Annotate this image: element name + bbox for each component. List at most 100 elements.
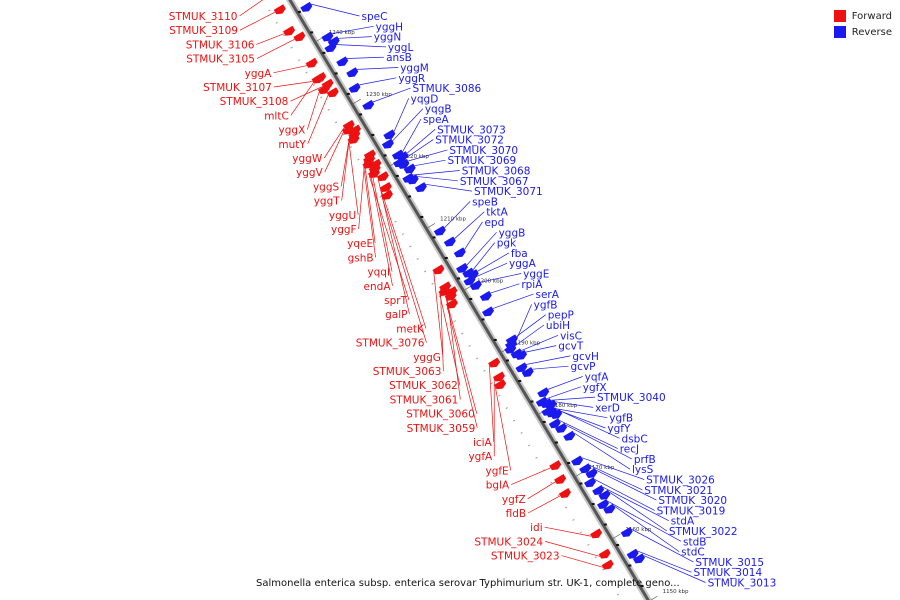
forward-leader-line	[290, 79, 316, 116]
backbone-marker	[297, 10, 301, 13]
reverse-gene-label: lysS	[632, 464, 654, 476]
tick-label: 1170 kbp	[588, 465, 614, 471]
forward-gene-label: yggT	[314, 196, 341, 208]
forward-gene-label: STMUK_3108	[220, 96, 289, 108]
backbone-marker	[628, 564, 632, 567]
reverse-leader-line	[490, 283, 520, 294]
tick-label: 1180 kbp	[551, 403, 577, 409]
reverse-leader-line	[532, 365, 569, 370]
minor-tick	[379, 195, 382, 198]
reverse-gene-arrow	[504, 343, 517, 354]
forward-gene-label: mutY	[278, 139, 306, 151]
reverse-leader-line	[480, 273, 522, 283]
minor-tick	[572, 519, 575, 521]
reverse-gene-arrow	[603, 503, 616, 514]
forward-gene-label: STMUK_3060	[406, 409, 475, 421]
reverse-gene-arrow	[521, 366, 534, 377]
reverse-gene-label: STMUK_3040	[597, 392, 666, 404]
backbone-marker	[493, 338, 497, 341]
reverse-gene-arrow	[469, 280, 482, 290]
reverse-gene-arrow	[414, 182, 427, 193]
reverse-gene-label: xerD	[595, 402, 620, 414]
reverse-leader-line	[492, 293, 534, 309]
reverse-leader-line	[454, 211, 485, 239]
forward-gene-arrow	[380, 189, 393, 200]
forward-gene-label: bglA	[486, 480, 510, 492]
reverse-gene-arrow	[383, 129, 396, 140]
reverse-gene-label: ygfX	[583, 382, 607, 394]
backbone-marker	[469, 297, 473, 300]
reverse-leader-line	[356, 67, 399, 70]
reverse-gene-label: STMUK_3020	[658, 495, 727, 507]
forward-gene-label: iciA	[473, 437, 493, 449]
backbone-marker	[591, 503, 595, 506]
tick-label: 1150 kbp	[663, 589, 689, 595]
reverse-gene-label: ygfY	[607, 423, 631, 435]
reverse-gene-arrow	[348, 82, 361, 93]
forward-leader-line	[348, 141, 359, 215]
reverse-gene-label: yggE	[523, 269, 549, 281]
reverse-gene-arrow	[571, 455, 584, 466]
reverse-leader-line	[466, 232, 497, 266]
forward-gene-arrow	[488, 357, 501, 368]
reverse-gene-label: STMUK_3086	[413, 83, 482, 95]
reverse-leader-line	[552, 407, 608, 419]
forward-leader-line	[511, 467, 551, 485]
minor-tick	[587, 543, 590, 546]
reverse-gene-label: STMUK_3021	[644, 485, 713, 497]
forward-leader-line	[256, 38, 295, 59]
forward-gene-arrow	[293, 31, 306, 42]
backbone-marker	[432, 236, 436, 239]
reverse-gene-arrow	[433, 225, 446, 236]
tick-label: 1240 kbp	[329, 30, 355, 36]
tick-layer: 1240 kbp 1230 kbp 1220 kbp 1210 kbp 1200 kbp…	[268, 9, 689, 600]
backbone-marker	[579, 482, 583, 485]
reverse-leader-line	[393, 98, 409, 132]
forward-gene-arrow	[376, 171, 389, 182]
minor-tick	[275, 21, 278, 24]
reverse-leader-line	[525, 345, 557, 353]
reverse-leader-line	[414, 159, 446, 167]
forward-leader-line	[273, 65, 308, 74]
forward-leader-line	[561, 555, 604, 568]
minor-tick	[542, 469, 545, 472]
reverse-leader-line	[637, 550, 692, 573]
forward-gene-arrow	[590, 528, 603, 539]
reverse-gene-arrow	[482, 306, 495, 317]
feature-layer	[273, 1, 645, 588]
backbone-marker	[371, 133, 375, 136]
tick-mark	[351, 98, 361, 105]
forward-gene-label: gshB	[348, 252, 374, 264]
tick-label: 1160 kbp	[626, 527, 652, 533]
forward-leader-line	[273, 81, 313, 88]
reverse-gene-label: STMUK_3071	[474, 186, 543, 198]
reverse-gene-label: ygfB	[609, 413, 633, 425]
reverse-leader-line	[514, 324, 545, 347]
forward-leader-line	[446, 306, 478, 428]
backbone-marker	[554, 441, 558, 444]
forward-leader-line	[341, 136, 350, 201]
forward-gene-label: yqqI	[367, 267, 390, 279]
reverse-leader-line	[555, 401, 594, 408]
reverse-gene-label: yggN	[374, 32, 401, 44]
forward-gene-label: ygfE	[485, 465, 508, 477]
minor-tick	[349, 146, 353, 149]
forward-leader-line	[239, 0, 264, 17]
forward-gene-arrow	[347, 133, 360, 144]
forward-gene-label: STMUK_3063	[373, 366, 442, 378]
forward-gene-arrow	[283, 25, 296, 36]
forward-gene-label: yggG	[413, 352, 441, 364]
reverse-leader-line	[573, 432, 631, 470]
forward-leader-line	[370, 166, 393, 272]
reverse-leader-line	[472, 242, 496, 270]
forward-leader-line	[440, 289, 444, 372]
forward-leader-line	[380, 189, 427, 329]
reverse-gene-label: yqgB	[425, 104, 452, 116]
forward-gene-label: yggU	[329, 210, 356, 222]
forward-gene-arrow	[444, 290, 457, 301]
minor-tick	[290, 46, 293, 49]
forward-gene-label: STMUK_3062	[389, 380, 458, 392]
reverse-gene-label: yggA	[509, 258, 537, 270]
reverse-gene-label: serA	[535, 289, 559, 301]
minor-tick	[490, 382, 494, 385]
